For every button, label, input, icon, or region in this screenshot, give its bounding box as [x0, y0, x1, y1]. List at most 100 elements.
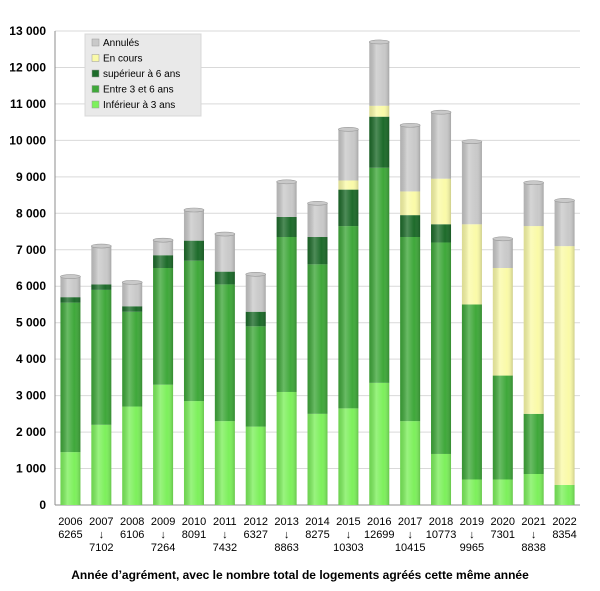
bar-cap	[307, 200, 328, 206]
legend: Annulés En cours supérieur à 6 ans Entre 3 …	[84, 33, 202, 117]
bar-cap	[461, 139, 483, 144]
x-tick-total: 7102	[89, 542, 113, 554]
bar-shading	[461, 141, 482, 505]
bar-cap	[338, 127, 359, 132]
bar-cap	[492, 236, 514, 242]
bar-shading	[400, 125, 421, 505]
x-tick-arrow: ↓	[222, 529, 228, 541]
x-tick-arrow: ↓	[469, 529, 475, 541]
bar-cap	[91, 243, 112, 249]
bar-cap	[152, 237, 174, 243]
y-tick-label: 10 000	[9, 133, 46, 147]
bar-shading	[554, 200, 575, 505]
x-tick-arrow: ↓	[99, 529, 105, 541]
x-tick-arrow: ↓	[346, 529, 352, 541]
x-tick-total: 6327	[243, 529, 267, 541]
x-tick-year: 2008	[120, 516, 144, 528]
x-tick-total: 8838	[521, 542, 545, 554]
bar-shading	[245, 274, 266, 505]
x-tick-total: 8275	[305, 529, 329, 541]
y-tick-label: 9 000	[16, 170, 46, 184]
bar-cap	[368, 39, 390, 45]
legend-swatch	[91, 100, 100, 109]
y-tick-label: 4 000	[16, 352, 46, 366]
bar-cap	[554, 198, 575, 203]
y-tick-label: 13 000	[9, 24, 46, 38]
x-tick-year: 2017	[398, 516, 422, 528]
y-tick-label: 3 000	[16, 389, 46, 403]
bar-shading	[153, 240, 174, 506]
legend-label: supérieur à 6 ans	[103, 69, 180, 80]
x-tick-year: 2019	[460, 516, 484, 528]
bar-shading	[492, 238, 513, 505]
bar-shading	[214, 234, 235, 505]
x-tick-year: 2016	[367, 516, 391, 528]
x-tick-year: 2009	[151, 516, 175, 528]
bar-shading	[183, 209, 204, 505]
bar-shading	[60, 276, 81, 505]
x-tick-total: 7432	[213, 542, 237, 554]
x-tick-total: 12699	[364, 529, 395, 541]
y-tick-label: 5 000	[16, 316, 46, 330]
x-tick-year: 2018	[429, 516, 453, 528]
bar-shading	[431, 112, 452, 506]
x-tick-year: 2011	[213, 516, 237, 528]
bar-shading	[91, 246, 112, 505]
x-tick-total: 7301	[491, 529, 515, 541]
bar-cap	[183, 207, 205, 213]
legend-swatch	[91, 38, 100, 47]
x-tick-total: 8091	[182, 529, 206, 541]
x-tick-year: 2021	[521, 516, 545, 528]
x-tick-total: 8863	[274, 542, 298, 554]
bar-cap	[121, 280, 143, 285]
y-tick-label: 12 000	[9, 60, 46, 74]
x-tick-year: 2020	[491, 516, 515, 528]
bar-shading	[307, 203, 328, 505]
y-tick-label: 8 000	[16, 206, 46, 220]
x-tick-total: 10415	[395, 542, 426, 554]
x-tick-total: 8354	[552, 529, 576, 541]
legend-box	[84, 33, 202, 117]
x-tick-arrow: ↓	[284, 529, 290, 541]
bar-cap	[276, 179, 297, 185]
bar-cap	[214, 231, 236, 237]
bar-shading	[338, 129, 359, 505]
legend-swatch	[91, 69, 100, 78]
x-tick-total: 6106	[120, 529, 144, 541]
legend-label: Annulés	[103, 38, 139, 49]
bar-cap	[399, 122, 421, 128]
bar-shading	[369, 41, 390, 506]
y-tick-label: 1 000	[16, 462, 46, 476]
y-tick-label: 11 000	[10, 97, 46, 111]
bar-shading	[122, 282, 143, 505]
bar-cap	[430, 109, 452, 115]
legend-swatch	[91, 54, 100, 62]
x-tick-arrow: ↓	[407, 529, 413, 541]
legend-label: Entre 3 et 6 ans	[103, 85, 174, 96]
bar-cap	[245, 272, 267, 277]
y-tick-label: 0	[39, 498, 46, 512]
bar-shading	[276, 181, 297, 506]
x-tick-total: 10773	[426, 529, 457, 541]
x-tick-total: 7264	[151, 542, 175, 554]
x-tick-labels: 200662652007↓7102200861062009↓7264201080…	[58, 516, 577, 554]
bar-shading	[523, 182, 544, 505]
legend-swatch	[91, 85, 100, 93]
x-tick-year: 2012	[243, 516, 267, 528]
legend-label: Inférieur à 3 ans	[103, 100, 175, 111]
x-tick-year: 2014	[305, 516, 329, 528]
x-tick-year: 2010	[182, 516, 206, 528]
x-tick-arrow: ↓	[160, 529, 166, 541]
bar-cap	[523, 180, 544, 186]
x-tick-total: 10303	[333, 542, 364, 554]
x-axis-label: Année d’agrément, avec le nombre total d…	[71, 568, 529, 582]
x-tick-year: 2013	[274, 516, 298, 528]
y-tick-label: 2 000	[16, 425, 46, 439]
y-tick-label: 7 000	[16, 243, 46, 257]
x-tick-total: 9965	[460, 542, 484, 554]
y-tick-labels: 0 1 000 2 000 3 000 4 000 5 000 6 000 7 000 8 00…	[9, 24, 46, 512]
x-tick-year: 2006	[58, 516, 82, 528]
bar-cap	[60, 274, 81, 279]
x-tick-year: 2007	[89, 516, 113, 528]
